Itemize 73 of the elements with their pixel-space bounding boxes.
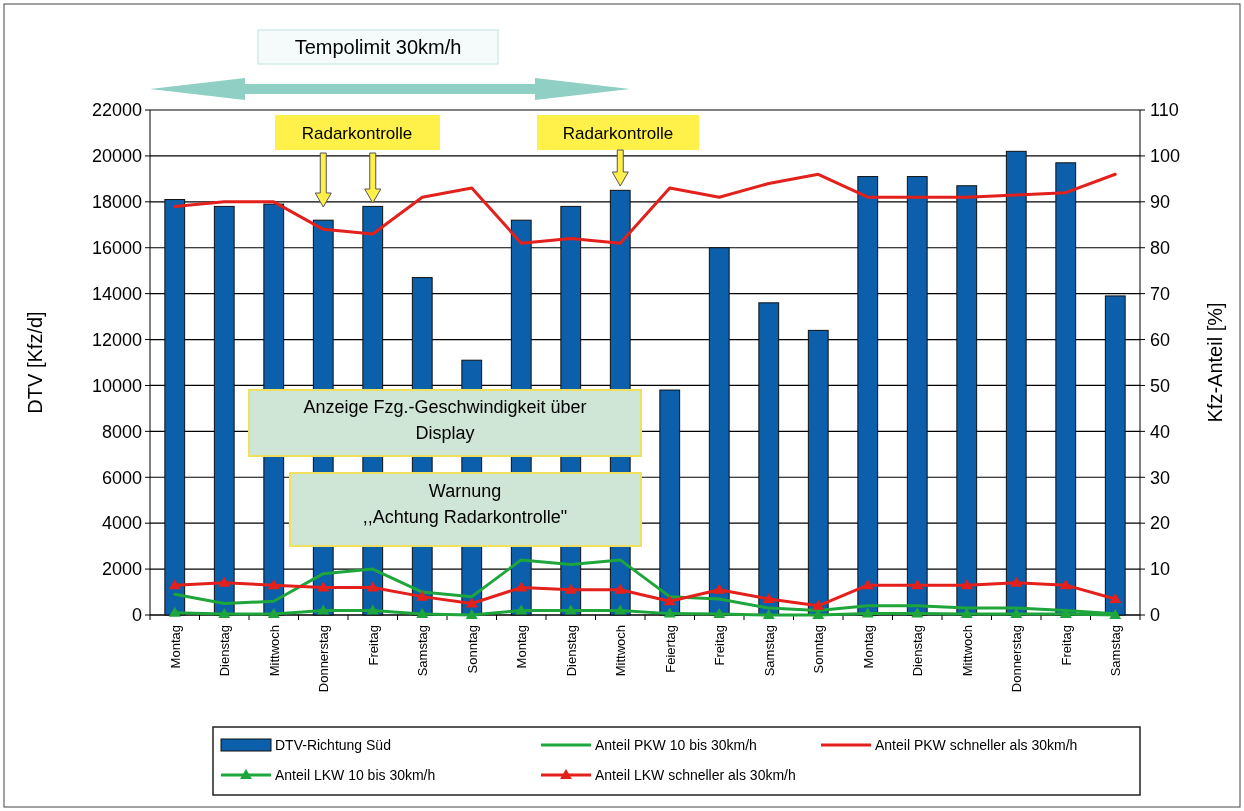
- annotation: Radarkontrolle: [301, 124, 413, 143]
- y2-tick-label: 30: [1150, 467, 1171, 488]
- y2-tick-label: 70: [1150, 283, 1171, 304]
- legend-label: Anteil LKW 10 bis 30km/h: [275, 766, 436, 783]
- x-tick-label: Montag: [860, 625, 876, 669]
- x-tick-label: Mittwoch: [266, 625, 282, 677]
- bar: [906, 176, 928, 616]
- line-series: [173, 172, 1117, 245]
- x-tick-label: Freitag: [365, 625, 381, 666]
- bar: [1055, 162, 1077, 616]
- y-tick-label: 0: [131, 605, 142, 626]
- x-tick-label: Montag: [167, 625, 183, 669]
- y-tick-label: 12000: [91, 329, 142, 350]
- y-tick-label: 2000: [101, 559, 142, 580]
- bar: [857, 176, 879, 616]
- y2-tick-label: 40: [1150, 421, 1171, 442]
- legend-label: Anteil LKW schneller als 30km/h: [595, 766, 796, 783]
- bar: [807, 329, 829, 616]
- legend-label: Anteil PKW 10 bis 30km/h: [595, 736, 757, 753]
- bar: [1104, 295, 1126, 616]
- y-tick-label: 16000: [91, 238, 142, 259]
- x-tick-label: Samstag: [1108, 625, 1124, 677]
- x-tick-label: Samstag: [415, 625, 431, 677]
- y-tick-label: 8000: [101, 421, 142, 442]
- x-tick-label: Freitag: [1058, 625, 1074, 666]
- y2-axis-title: Kfz-Anteil [%]: [1204, 302, 1226, 423]
- legend-label: DTV-Richtung Süd: [275, 736, 391, 753]
- note-box: Anzeige Fzg.-Geschwindigkeit über Display: [248, 389, 642, 457]
- x-tick-label: Sonntag: [811, 625, 827, 674]
- bar: [708, 247, 730, 616]
- text: Tempolimit 30km/h: [294, 36, 462, 58]
- y-tick-label: 18000: [91, 192, 142, 213]
- x-tick-label: Freitag: [712, 625, 728, 666]
- y2-tick-label: 90: [1150, 192, 1171, 213]
- bar: [164, 199, 186, 616]
- y-tick-label: 20000: [91, 146, 142, 167]
- x-tick-label: Dienstag: [563, 625, 579, 677]
- bar: [758, 302, 780, 616]
- y-tick-label: 14000: [91, 283, 142, 304]
- y-axis-title: DTV [Kfz/d]: [24, 311, 46, 414]
- bar: [956, 185, 978, 616]
- annotation: Warnung ,,Achtung Radarkontrolle": [362, 481, 568, 527]
- y2-tick-label: 100: [1150, 146, 1181, 167]
- y-tick-label: 22000: [91, 100, 142, 121]
- annotation: Anzeige Fzg.-Geschwindigkeit über Display: [303, 397, 587, 443]
- y2-tick-label: 0: [1150, 605, 1161, 626]
- bar: [213, 205, 235, 616]
- x-tick-label: Donnerstag: [316, 625, 332, 693]
- y2-tick-label: 20: [1150, 513, 1171, 534]
- x-tick-label: Montag: [514, 625, 530, 669]
- x-tick-label: Dienstag: [217, 625, 233, 677]
- y2-tick-label: 50: [1150, 375, 1171, 396]
- x-tick-label: Mittwoch: [613, 625, 629, 677]
- x-tick-label: Dienstag: [910, 625, 926, 677]
- y2-tick-label: 60: [1150, 329, 1171, 350]
- y2-tick-label: 80: [1150, 238, 1171, 259]
- label-box: Radarkontrolle: [275, 115, 440, 150]
- legend-label: Anteil PKW schneller als 30km/h: [875, 736, 1078, 753]
- bar: [659, 389, 681, 616]
- y-tick-label: 4000: [101, 513, 142, 534]
- x-tick-label: Sonntag: [464, 625, 480, 674]
- bar: [1005, 150, 1027, 616]
- note-box: Warnung ,,Achtung Radarkontrolle": [289, 472, 642, 547]
- y-tick-label: 10000: [91, 375, 142, 396]
- y-tick-label: 6000: [101, 467, 142, 488]
- x-tick-label: Mittwoch: [959, 625, 975, 677]
- x-tick-label: Feiertag: [662, 625, 678, 673]
- x-tick-label: Donnerstag: [1009, 625, 1025, 693]
- y2-tick-label: 10: [1150, 559, 1171, 580]
- annotation: Radarkontrolle: [562, 124, 674, 143]
- x-tick-label: Samstag: [761, 625, 777, 677]
- y2-tick-label: 110: [1150, 100, 1179, 121]
- label-box: Radarkontrolle: [537, 115, 699, 150]
